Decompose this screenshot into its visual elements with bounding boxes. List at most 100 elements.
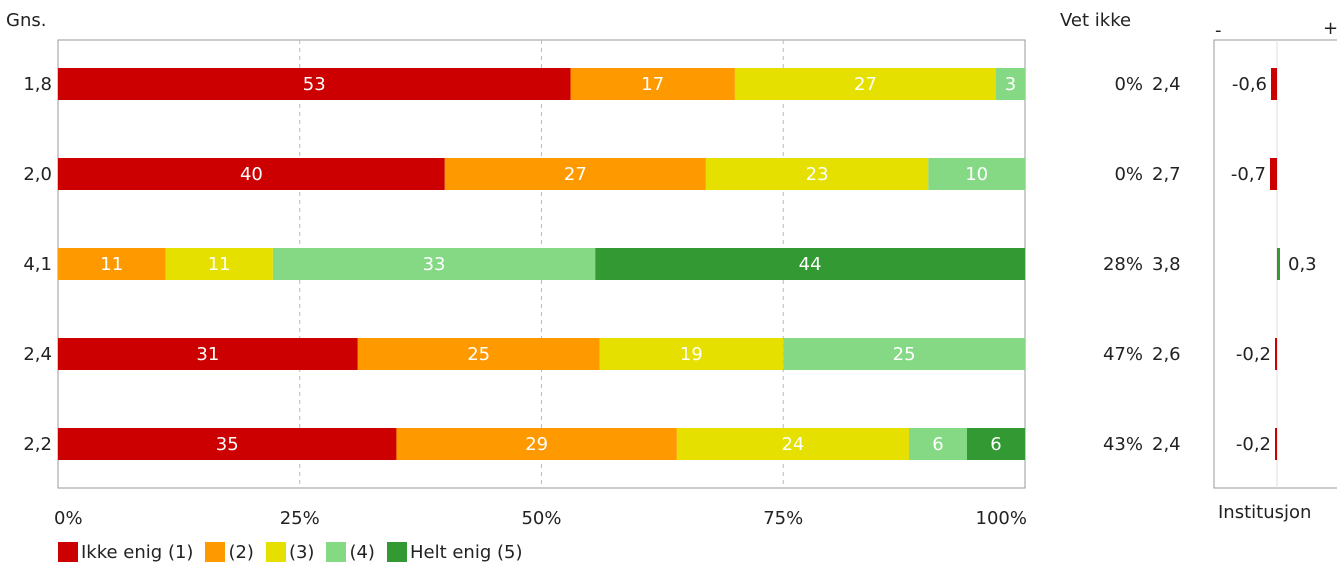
bar-segment [966,428,1025,460]
bar-value-label: 6 [932,434,943,455]
diff-bar [1275,338,1277,370]
bar-segment [58,338,358,370]
institution-average-label: 2,6 [1152,344,1181,365]
legend-swatch [326,542,347,562]
bar-value-label: 44 [799,254,822,275]
bar-segment [58,68,571,100]
average-labels: 1,8 2,0 4,1 2,4 2,2 [23,74,52,455]
bar-segment [396,428,677,460]
bar-segment [705,158,929,190]
average-label: 2,4 [23,344,52,365]
legend-swatch [58,542,78,562]
bar-value-label: 23 [806,164,829,185]
x-tick-label: 25% [280,508,320,529]
legend-label: Helt enig (5) [409,541,523,563]
diff-bar [1271,68,1277,100]
bar-value-label: 11 [100,254,123,275]
bar-segment [783,338,1025,370]
bar-segment [676,428,909,460]
bar-segment [58,248,166,280]
x-tick-label: 50% [521,508,561,529]
average-label: 4,1 [23,254,52,275]
bar-value-label: 53 [303,74,326,95]
legend-label: Ikke enig (1) [81,541,194,563]
bar-segment [734,68,996,100]
average-label: 1,8 [23,74,52,95]
average-label: 2,2 [23,434,52,455]
dontknow-label: 28% [1103,254,1143,275]
bar-segment [595,248,1025,280]
bar-value-label: 40 [240,164,263,185]
bar-segment [570,68,735,100]
dontknow-label: 43% [1103,434,1143,455]
bar-value-label: 29 [525,434,548,455]
legend-swatch [265,542,286,562]
institution-average-label: 3,8 [1152,254,1181,275]
diff-label: -0,2 [1236,434,1271,455]
bar-value-label: 11 [208,254,231,275]
bar-segment [58,158,445,190]
legend-label: (3) [288,541,315,563]
x-tick-label: 0% [54,508,83,529]
institution-average-label: 2,4 [1152,434,1181,455]
bar-value-label: 25 [893,344,916,365]
bar-segment [357,338,600,370]
bar-value-label: 27 [564,164,587,185]
bar-value-label: 25 [467,344,490,365]
diff-plus-label: + [1323,18,1337,39]
bars: 53 17 27 3 40 27 23 10 11 11 33 44 31 25 19 25 35 29 24 6 6 [58,68,1025,460]
bar-segment [599,338,784,370]
bar-value-label: 27 [854,74,877,95]
dontknow-label: 0% [1114,74,1143,95]
diff-panel [1213,39,1337,489]
x-tick-label: 100% [976,508,1027,529]
bar-value-label: 19 [680,344,703,365]
legend-swatch [386,542,407,562]
diff-bar [1277,248,1280,280]
bar-segment [928,158,1025,190]
diff-footer: Institusjon [1218,502,1311,523]
bar-value-label: 24 [781,434,804,455]
legend-item: (4) [326,542,375,563]
dontknow-label: 0% [1114,164,1143,185]
bar-segment [272,248,596,280]
diff-label: -0,7 [1231,164,1266,185]
legend-item: (3) [265,541,315,563]
diff-label: 0,3 [1288,254,1317,275]
dontknow-header: Vet ikke [1060,10,1131,31]
diff-minus-label: - [1215,20,1222,41]
bar-segment [444,158,706,190]
bar-value-label: 6 [990,434,1001,455]
bar-value-label: 3 [1005,74,1016,95]
x-tick-labels: 0% 25% 50% 75% 100% [54,508,1027,529]
bar-value-label: 35 [216,434,239,455]
bar-value-label: 33 [423,254,446,275]
bar-value-label: 31 [196,344,219,365]
diff-label: -0,6 [1232,74,1267,95]
diff-label: -0,2 [1236,344,1271,365]
diff-bars: -0,6 -0,7 0,3 -0,2 -0,2 [1231,68,1317,460]
dontknow-label: 47% [1103,344,1143,365]
bar-segment [58,428,397,460]
avg-header: Gns. [6,10,46,31]
bar-value-label: 17 [641,74,664,95]
institution-average-label: 2,4 [1152,74,1181,95]
bar-segment [908,428,967,460]
legend-swatch [205,542,226,562]
legend-item: Helt enig (5) [386,541,523,563]
legend-item: (2) [205,542,254,563]
x-tick-label: 75% [763,508,803,529]
legend-label: (4) [349,541,375,563]
bar-value-label: 10 [965,164,988,185]
legend-label: (2) [228,541,254,563]
legend: Ikke enig (1) (2) (3) (4) Helt enig (5) [58,540,534,564]
institution-average-label: 2,7 [1152,164,1181,185]
institution-average-labels: 2,4 2,7 3,8 2,6 2,4 [1152,74,1181,455]
legend-item: Ikke enig (1) [58,542,193,563]
bar-segment [165,248,273,280]
bar-segment [995,68,1025,100]
diff-bar [1275,428,1277,460]
dontknow-labels: 0% 0% 28% 47% 43% [1103,74,1143,455]
diff-bar [1270,158,1277,190]
